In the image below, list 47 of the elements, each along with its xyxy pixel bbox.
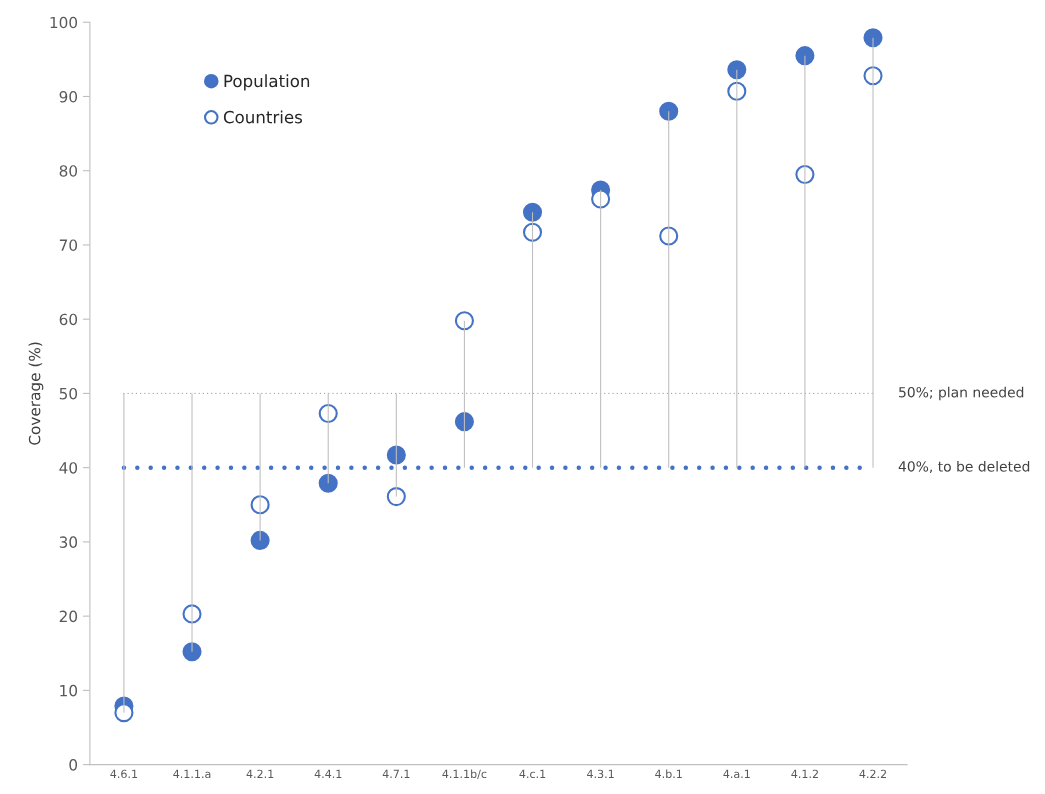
point <box>591 189 611 209</box>
point <box>318 473 338 493</box>
point <box>182 642 202 662</box>
point <box>863 28 883 48</box>
point <box>454 412 474 432</box>
y-tick-label: 20 <box>59 610 78 623</box>
point <box>250 495 270 515</box>
legend-label: Countries <box>223 110 303 124</box>
x-tick-label: 4.3.1 <box>587 769 614 779</box>
point <box>727 81 747 101</box>
point <box>795 46 815 66</box>
y-tick-label: 10 <box>60 684 78 697</box>
point <box>659 226 679 246</box>
y-tick-label: 80 <box>59 165 78 177</box>
point <box>318 403 338 424</box>
x-tick-label: 4.a.1 <box>723 769 750 779</box>
x-tick-label: 4.c.1 <box>519 769 546 779</box>
y-tick-label: 50 <box>59 387 78 400</box>
x-tick-label: 4.2.2 <box>859 769 887 778</box>
y-tick-label: 30 <box>59 536 78 548</box>
x-tick-label: 4.6.1 <box>110 769 138 779</box>
point <box>386 487 406 507</box>
x-tick-label: 4.1.1.a <box>173 769 211 779</box>
y-tick-label: 40 <box>59 462 78 474</box>
legend-label: Population <box>224 74 310 91</box>
point <box>659 101 679 121</box>
point <box>250 530 270 550</box>
y-axis-title: Coverage (%) <box>28 342 44 445</box>
point <box>386 445 406 465</box>
point <box>114 703 134 723</box>
x-tick-label: 4.1.2 <box>791 769 818 778</box>
point <box>522 202 543 222</box>
ref-line-label: 40%, to be deleted <box>898 460 1030 474</box>
y-tick-label: 0 <box>69 759 78 771</box>
ref-line-label: 50%; plan needed <box>899 386 1024 401</box>
y-tick-label: 70 <box>59 239 78 251</box>
point <box>727 60 747 80</box>
point <box>454 311 474 331</box>
x-tick-label: 4.7.1 <box>382 769 410 778</box>
point <box>795 164 815 184</box>
x-tick-label: 4.1.1b/c <box>442 769 487 779</box>
x-tick-label: 4.4.1 <box>314 769 342 778</box>
x-tick-label: 4.2.1 <box>246 769 274 778</box>
y-tick-label: 100 <box>50 16 78 29</box>
y-tick-label: 90 <box>59 90 78 103</box>
x-tick-label: 4.b.1 <box>655 769 682 779</box>
y-tick-label: 60 <box>59 313 78 326</box>
